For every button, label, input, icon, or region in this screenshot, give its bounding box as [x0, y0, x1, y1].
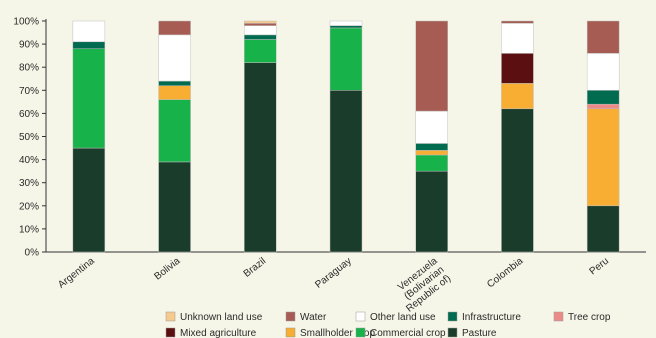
legend-item-1-3: Pasture: [447, 327, 497, 338]
legend-label-0-3: Infrastructure: [462, 312, 521, 323]
legend-item-1-1: Smallholder crop: [285, 327, 375, 338]
bar-segment-2-6: [244, 25, 277, 36]
bar-segment-2-5: [244, 34, 277, 40]
legend-item-0-3: Infrastructure: [447, 311, 521, 323]
y-tick-label-5: 50%: [19, 132, 39, 143]
legend-item-0-1: Water: [285, 311, 327, 323]
y-tick-label-7: 70%: [19, 86, 39, 97]
legend-label-0-1: Water: [300, 312, 327, 323]
bar-segment-4-6: [415, 110, 448, 144]
legend-label-1-3: Pasture: [462, 328, 497, 338]
bar-segment-5-3: [501, 53, 534, 84]
bar-stack-5: [501, 20, 534, 253]
bar-segment-1-6: [158, 34, 191, 82]
legend-item-0-4: Tree crop: [553, 311, 611, 323]
bar-stack-6: [586, 20, 620, 253]
legend-item-0-0: Unknown land use: [165, 311, 263, 323]
bar-segment-0-6: [72, 20, 106, 43]
bar-stack-0: [72, 20, 106, 253]
y-tick-label-9: 90%: [19, 40, 39, 51]
bar-segment-6-5: [586, 90, 620, 105]
bar-segment-2-8: [244, 20, 277, 24]
bar-segment-3-0: [329, 90, 363, 253]
bar-stack-1: [158, 20, 191, 253]
legend-label-1-1: Smallholder crop: [300, 328, 375, 338]
y-tick-label-6: 60%: [19, 109, 39, 120]
category-label-3: Paraguay: [313, 256, 354, 291]
bar-segment-6-7: [586, 20, 620, 54]
legend-swatch-1-2: [355, 327, 366, 338]
legend-item-1-2: Commercial crop: [355, 327, 446, 338]
legend-label-0-4: Tree crop: [568, 312, 611, 323]
bar-segment-1-7: [158, 20, 191, 36]
legend-label-0-0: Unknown land use: [180, 312, 263, 323]
bar-stack-4: [415, 20, 448, 253]
bar-segment-1-2: [158, 85, 191, 100]
bar-segment-4-2: [415, 150, 448, 156]
y-tick-label-1: 10%: [19, 224, 39, 235]
bar-segment-6-6: [586, 53, 620, 91]
legend-swatch-0-4: [553, 311, 564, 322]
y-tick-label-0: 0%: [25, 248, 40, 259]
bar-segment-0-1: [72, 48, 106, 149]
bar-segment-6-0: [586, 205, 620, 253]
bar-segment-4-7: [415, 20, 448, 112]
y-tick-label-8: 80%: [19, 63, 39, 74]
legend-swatch-1-3: [447, 327, 458, 338]
bar-segment-5-6: [501, 23, 534, 54]
bar-segment-5-7: [501, 20, 534, 24]
bar-segment-5-2: [501, 83, 534, 110]
bar-segment-1-0: [158, 161, 191, 253]
bar-segment-3-5: [329, 25, 363, 29]
category-label-4: Venezuela(BolivarianRepublic of): [391, 255, 454, 314]
category-label-1: Bolivia: [152, 255, 182, 282]
legend-swatch-0-3: [447, 311, 458, 322]
category-label-5: Colombia: [485, 255, 525, 290]
bar-segment-0-0: [72, 147, 106, 253]
y-tick-label-10: 100%: [13, 17, 39, 28]
legend-item-1-0: Mixed agriculture: [165, 327, 257, 338]
bar-segment-4-0: [415, 170, 448, 253]
bar-segment-3-1: [329, 27, 363, 91]
legend-label-1-0: Mixed agriculture: [180, 328, 257, 338]
category-label-0: Argentina: [56, 255, 97, 290]
bar-segment-6-4: [586, 103, 620, 110]
bar-segment-1-1: [158, 99, 191, 163]
legend-swatch-1-1: [285, 327, 296, 338]
y-tick-label-4: 40%: [19, 155, 39, 166]
y-tick-label-2: 20%: [19, 201, 39, 212]
bar-segment-2-0: [244, 62, 277, 253]
legend-label-0-2: Other land use: [370, 312, 436, 323]
axes: 0% 10% 20% 30% 40% 50% 60% 70% 80% 90% 100%: [13, 17, 646, 259]
bar-segment-6-2: [586, 108, 620, 207]
bar-segment-3-6: [329, 20, 363, 26]
bar-stack-2: [244, 20, 277, 253]
legend-swatch-0-0: [165, 311, 176, 322]
category-labels: Argentina Bolivia Brazil Paraguay Venezuela(…: [56, 255, 611, 314]
bar-segment-4-5: [415, 143, 448, 151]
bar-segment-0-5: [72, 41, 106, 49]
legend-label-1-2: Commercial crop: [370, 328, 446, 338]
bar-segment-1-5: [158, 80, 191, 86]
bars: [72, 20, 620, 253]
legend-swatch-1-0: [165, 327, 176, 338]
bar-stack-3: [329, 20, 363, 253]
bar-segment-2-7: [244, 23, 277, 26]
bar-segment-5-0: [501, 108, 534, 253]
legend-swatch-0-2: [355, 311, 366, 322]
category-label-2: Brazil: [242, 256, 268, 280]
bar-segment-4-1: [415, 154, 448, 172]
legend: Unknown land use Water Other land use Infra…: [165, 311, 611, 338]
y-tick-label-3: 30%: [19, 178, 39, 189]
category-label-6: Peru: [588, 256, 611, 278]
bar-segment-2-1: [244, 39, 277, 63]
legend-item-0-2: Other land use: [355, 311, 436, 323]
legend-swatch-0-1: [285, 311, 296, 322]
